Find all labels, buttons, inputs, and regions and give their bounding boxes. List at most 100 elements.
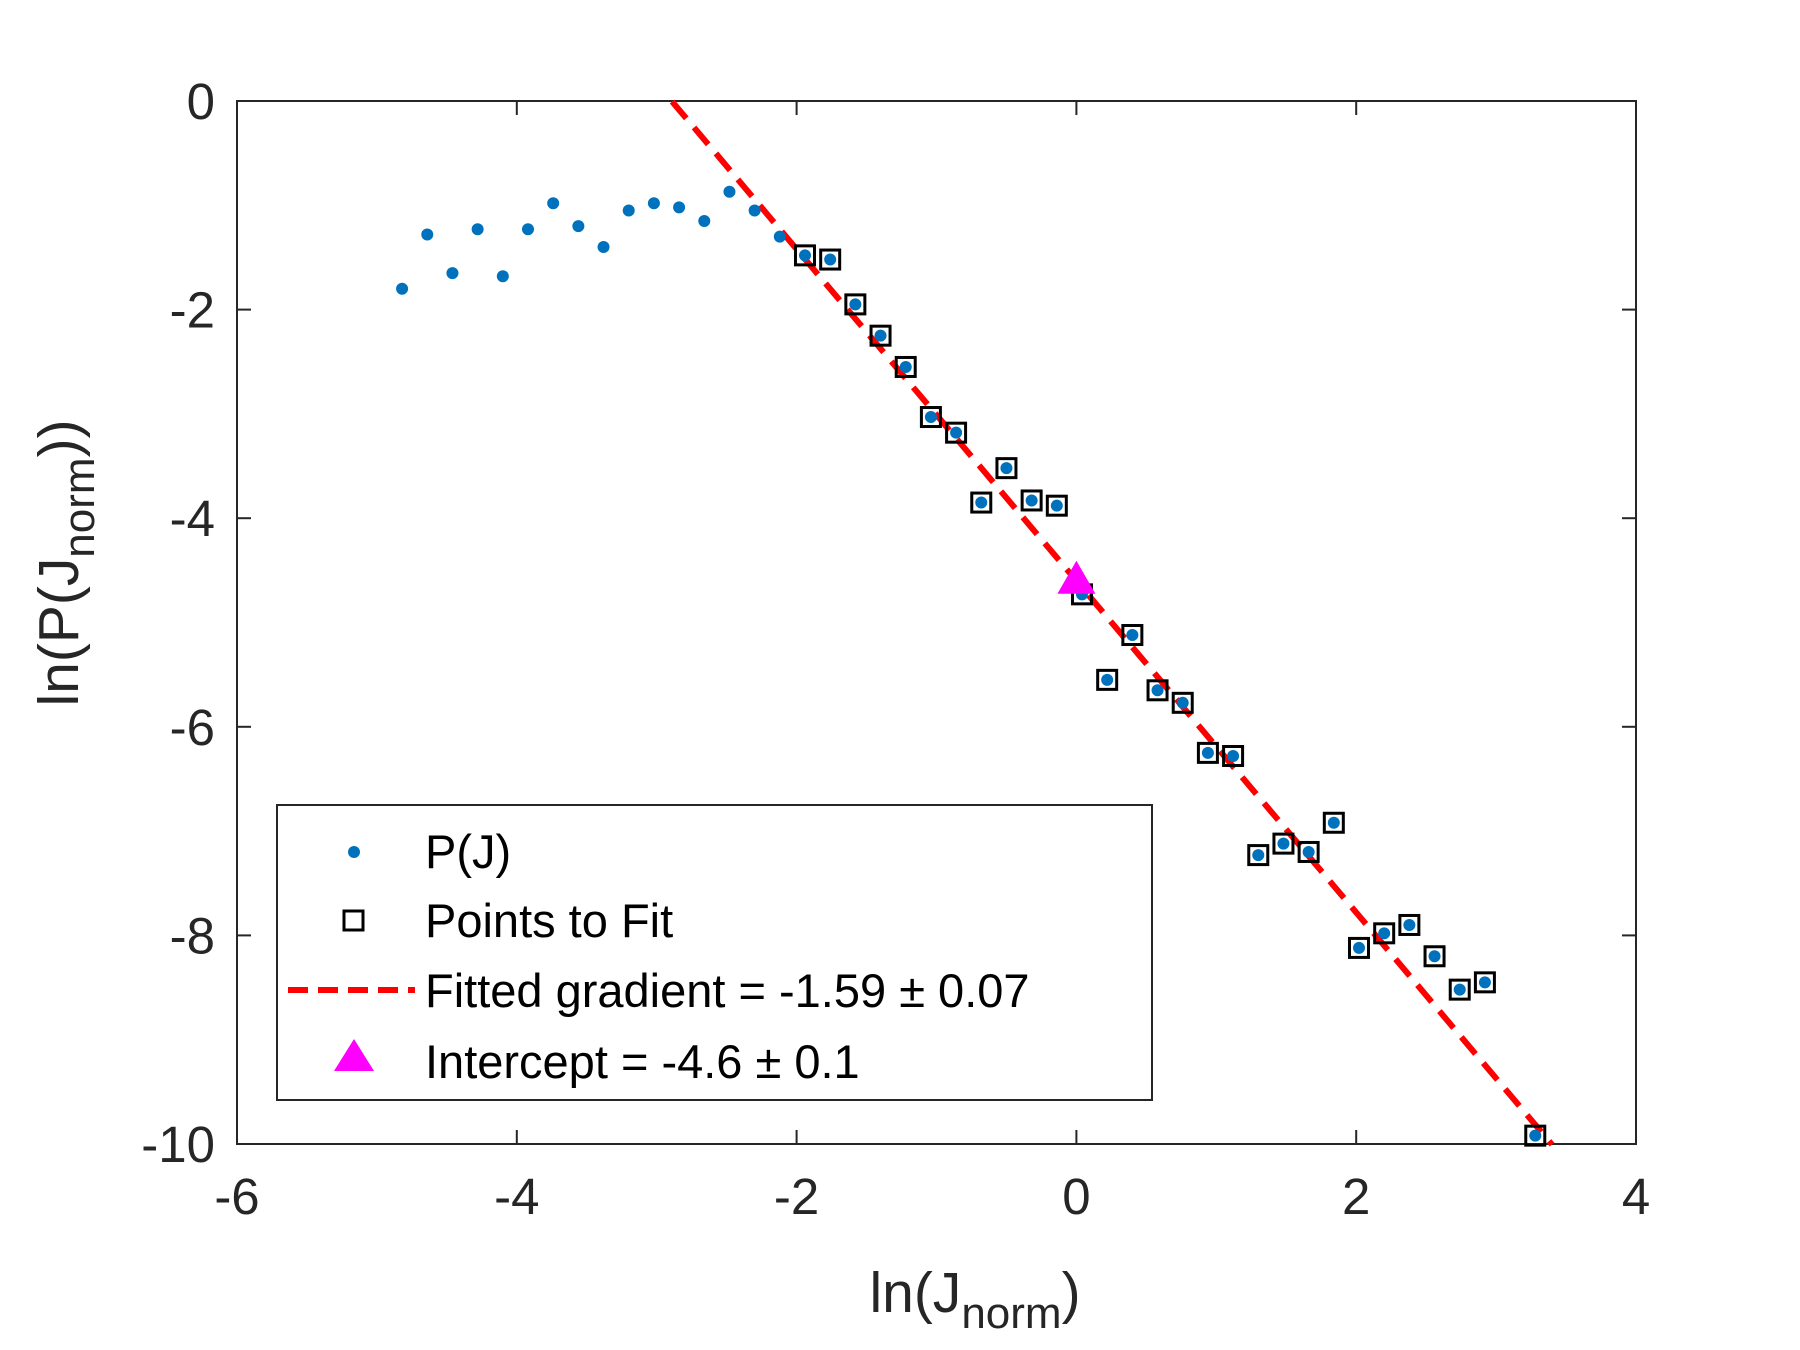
fit-point-marker [1020,489,1043,512]
pj-point [1000,462,1013,475]
fit-point-marker [1448,978,1471,1001]
x-tick-label: 2 [1342,1168,1370,1225]
fit-point-marker [1045,494,1068,517]
pj-point [950,426,963,439]
legend-label-pj: P(J) [425,825,511,878]
fit-point-marker [1423,945,1446,968]
fit-point-marker [1398,913,1421,936]
y-tick-label: 0 [187,73,215,130]
fit-point-marker [1272,832,1295,855]
pj-point [1101,673,1114,686]
pj-point [1227,750,1240,763]
tick-labels: -6 -4 -2 0 2 4 0 -2 -4 -6 -8 -10 [141,73,1650,1225]
fit-point-marker [1524,1124,1547,1147]
x-tick-label: 0 [1062,1168,1090,1225]
pj-point [1277,837,1290,850]
intercept-marker [1057,560,1096,594]
pj-point [597,241,610,254]
pj-point [673,201,686,214]
pj-point [798,249,811,262]
fit-point-marker [793,244,816,267]
y-axis-title: ln(P(Jnorm)) [27,419,104,706]
pj-point [496,270,509,283]
fit-point-marker [819,248,842,271]
x-tick-label: -2 [774,1168,819,1225]
x-tick-label: 4 [1622,1168,1650,1225]
legend-label-points-to-fit: Points to Fit [425,894,673,947]
pj-point [1453,983,1466,996]
axis-ticks [236,100,1637,1145]
pj-point [1151,684,1164,697]
pj-point [748,204,761,217]
pj-point [521,223,534,236]
fit-point-marker [970,491,993,514]
fit-point-marker [869,324,892,347]
pj-point [723,185,736,198]
fit-point-marker [1196,741,1219,764]
pj-point [1050,499,1063,512]
legend-pj-marker [348,846,360,858]
pj-point [647,197,660,210]
pj-point [924,411,937,424]
pj-points-layer [396,185,1542,1142]
legend-points-to-fit-marker [342,909,365,932]
y-tick-label: -2 [170,282,215,339]
pj-point [1478,976,1491,989]
pj-point [572,220,585,233]
fit-point-marker [1373,922,1396,945]
fit-point-marker [945,421,968,444]
legend-intercept-marker [334,1039,374,1071]
pj-point [622,204,635,217]
fit-point-marker [894,355,917,378]
fit-point-marker [1096,668,1119,691]
fit-point-marker [995,457,1018,480]
pj-point [899,360,912,373]
pj-point [824,253,837,266]
pj-point [1201,746,1214,759]
fit-point-marker [1121,624,1144,647]
pj-point [1126,629,1139,642]
y-tick-label: -8 [170,907,215,964]
pj-point [698,214,711,227]
fit-point-marker [1297,840,1320,863]
x-axis-title: ln(Jnorm) [869,1261,1080,1338]
pj-point [1176,696,1189,709]
fit-point-marker [1322,811,1345,834]
pj-point [547,197,560,210]
pj-point [1428,950,1441,963]
pj-point [874,329,887,342]
pj-point [446,267,459,280]
pj-point [1302,845,1315,858]
pj-point [1403,918,1416,931]
pj-point [396,282,409,295]
fit-point-marker [844,293,867,316]
y-tick-label: -6 [170,699,215,756]
fit-point-marker [1146,679,1169,702]
fit-point-marker [919,406,942,429]
fit-point-marker [1222,745,1245,768]
fit-point-marker [1247,844,1270,867]
fit-line-layer [669,99,1555,1147]
pj-point [1352,941,1365,954]
legend-box [276,804,1153,1101]
pj-point [773,230,786,243]
y-tick-label: -4 [170,490,215,547]
pj-point [1327,816,1340,829]
y-tick-label: -10 [141,1116,215,1173]
pj-point [849,298,862,311]
pj-point [421,228,434,241]
pj-point [975,496,988,509]
x-tick-label: -6 [214,1168,259,1225]
pj-point [1025,494,1038,507]
pj-point [1529,1129,1542,1142]
legend: P(J) Points to Fit Fitted gradient = -1.… [276,804,1153,1101]
x-tick-label: -4 [494,1168,539,1225]
fit-point-marker [1473,971,1496,994]
fit-point-marker [1171,691,1194,714]
legend-label-intercept: Intercept = -4.6 ± 0.1 [425,1035,860,1088]
fit-point-marker [1347,936,1370,959]
points-to-fit-layer [793,244,1547,1147]
pj-point [471,223,484,236]
pj-point [1378,927,1391,940]
